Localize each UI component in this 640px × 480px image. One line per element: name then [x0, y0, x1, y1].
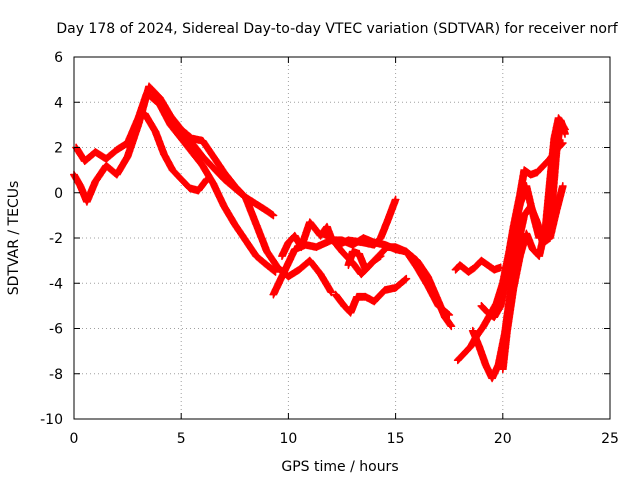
- x-axis-label: GPS time / hours: [281, 459, 398, 475]
- y-tick-label: 4: [54, 95, 63, 111]
- y-tick-label: 2: [54, 141, 63, 157]
- y-tick-label: -6: [49, 322, 63, 338]
- series-track-8: [344, 247, 385, 274]
- y-tick-label: 0: [54, 186, 63, 202]
- chart-title: Day 178 of 2024, Sidereal Day-to-day VTE…: [56, 21, 618, 37]
- y-tick-label: -10: [40, 412, 63, 428]
- series-track-4: [168, 116, 336, 297]
- x-tick-label: 10: [279, 431, 297, 447]
- series-markers: [498, 114, 569, 374]
- axis-ticks: 0 5 10 15 20 25 -10 -8 -6 -4 -2 0 2 4 6: [40, 50, 619, 447]
- x-tick-label: 15: [387, 431, 405, 447]
- series-track-3: [140, 109, 211, 195]
- x-tick-label: 0: [70, 431, 79, 447]
- y-axis-label: SDTVAR / TECUs: [6, 181, 22, 296]
- series-markers: [318, 195, 400, 249]
- series-track-14: [498, 114, 569, 374]
- series-markers: [331, 274, 411, 317]
- series-track-7: [318, 195, 400, 249]
- series-track-10: [451, 256, 505, 276]
- series-markers: [451, 256, 505, 276]
- series-markers: [344, 247, 385, 274]
- x-tick-label: 20: [494, 431, 512, 447]
- series-markers: [168, 116, 336, 297]
- series-markers: [140, 109, 211, 195]
- y-tick-label: -8: [49, 367, 63, 383]
- x-tick-label: 5: [177, 431, 186, 447]
- series-track-9: [331, 274, 411, 317]
- y-tick-label: -2: [49, 231, 63, 247]
- y-tick-label: 6: [54, 50, 63, 66]
- y-tick-label: -4: [49, 276, 63, 292]
- x-tick-label: 25: [601, 431, 619, 447]
